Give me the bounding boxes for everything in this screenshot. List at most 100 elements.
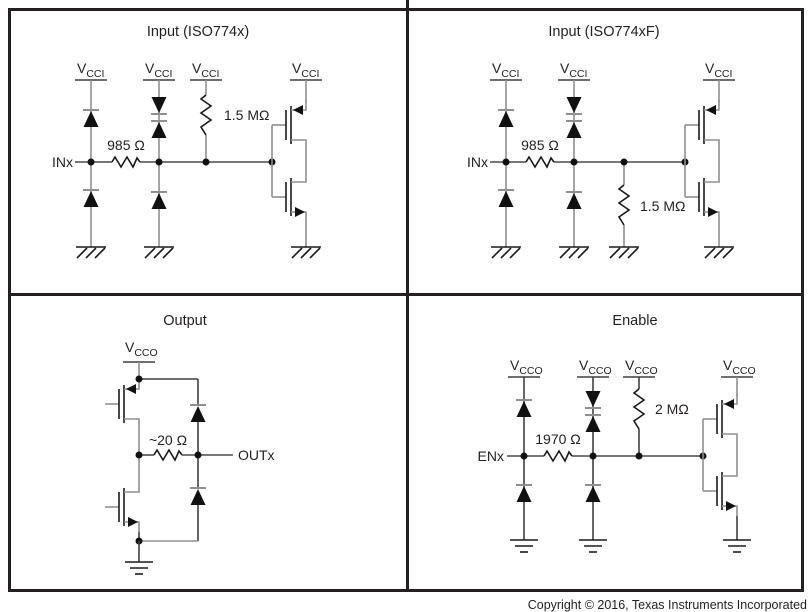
vcc-rail-label: VCCI — [77, 60, 104, 80]
pmos-transistor-icon — [702, 393, 738, 445]
vcc-v: V — [510, 357, 520, 373]
pmos-transistor-icon — [271, 99, 307, 151]
vcc-sub: CCI — [714, 68, 732, 80]
vcc-v: V — [625, 357, 635, 373]
panel-input-iso774xf: Input (ISO774xF) VCCI VCCI VCCI INx 985 … — [467, 24, 736, 259]
pullup-resistor-icon — [633, 388, 645, 430]
input-label: ENx — [478, 448, 504, 464]
esd-diode-icon — [150, 120, 168, 139]
series-resistor-icon — [543, 450, 573, 462]
output-label: OUTx — [238, 447, 275, 463]
pullup-resistor-label: 1.5 MΩ — [224, 107, 269, 123]
earth-ground-icon — [509, 539, 539, 553]
vcc-v: V — [125, 339, 135, 355]
panel-title: Input (ISO774x) — [147, 24, 249, 40]
vcc-sub: CCI — [86, 68, 104, 80]
series-resistor-icon — [111, 156, 141, 168]
vcc-v: V — [77, 60, 87, 76]
node-dot — [135, 451, 143, 459]
node-dot — [135, 375, 143, 383]
node-dot — [202, 158, 210, 166]
earth-ground-icon — [722, 539, 752, 553]
nmos-transistor-icon — [271, 171, 307, 223]
vcc-v: V — [560, 60, 570, 76]
nmos-transistor-icon — [104, 481, 140, 533]
vcc-sub: CCI — [501, 68, 519, 80]
node-dot — [520, 452, 528, 460]
esd-diode-icon — [584, 484, 602, 503]
vcc-rail-label: VCCI — [192, 60, 219, 80]
node-dot — [87, 158, 95, 166]
esd-diode-icon — [497, 109, 515, 128]
earth-ground-icon — [578, 539, 608, 553]
vcc-rail-label: VCCO — [723, 357, 756, 377]
vcc-rail-label: VCCI — [145, 60, 172, 80]
clamp-diode-icon — [189, 404, 207, 423]
series-resistor-label: 985 Ω — [521, 137, 559, 153]
pmos-transistor-icon — [104, 378, 140, 430]
vcc-rail-label: VCCI — [560, 60, 587, 80]
vcc-v: V — [705, 60, 715, 76]
chassis-ground-icon — [290, 246, 322, 259]
vcc-v: V — [579, 357, 589, 373]
pmos-transistor-icon — [684, 99, 720, 151]
vcc-v: V — [723, 357, 733, 373]
panel-title: Input (ISO774xF) — [548, 24, 659, 40]
esd-diode-icon — [82, 189, 100, 208]
panel-enable: Enable VCCO VCCO VCCO VCCO ENx 1970 Ω 2 … — [478, 313, 756, 553]
vcc-sub: CCI — [569, 68, 587, 80]
vcc-sub: CCO — [732, 365, 755, 377]
esd-diode-icon — [515, 484, 533, 503]
input-label: INx — [467, 154, 488, 170]
chassis-ground-icon — [75, 246, 107, 259]
copyright-text: Copyright © 2016, Texas Instruments Inco… — [528, 598, 807, 612]
vcc-sub: CCI — [301, 68, 319, 80]
pullup-resistor-label: 2 MΩ — [655, 401, 689, 417]
pulldown-resistor-icon — [618, 184, 630, 226]
vcc-rail-label: VCCO — [625, 357, 658, 377]
earth-ground-icon — [124, 561, 154, 575]
vcc-sub: CCO — [519, 365, 542, 377]
series-resistor-label: ~20 Ω — [149, 432, 187, 448]
vcc-v: V — [292, 60, 302, 76]
chassis-ground-icon — [143, 246, 175, 259]
node-dot — [589, 452, 597, 460]
esd-diode-icon — [150, 96, 168, 115]
series-resistor-label: 1970 Ω — [535, 431, 581, 447]
esd-diode-icon — [150, 191, 168, 210]
node-dot — [570, 158, 578, 166]
panel-input-iso774x: Input (ISO774x) VCCI VCCI VCCI VCCI INx … — [52, 24, 323, 259]
vcc-rail-label: VCCI — [292, 60, 319, 80]
input-label: INx — [52, 154, 73, 170]
vcc-sub: CCI — [154, 68, 172, 80]
vcc-rail-label: VCCI — [705, 60, 732, 80]
esd-diode-icon — [565, 96, 583, 115]
vcc-sub: CCI — [201, 68, 219, 80]
vcc-sub: CCO — [634, 365, 657, 377]
nmos-transistor-icon — [684, 171, 720, 223]
esd-diode-icon — [584, 390, 602, 409]
panel-title: Enable — [612, 313, 657, 329]
panel-output: Output VCCO ~20 Ω OUTx — [104, 313, 275, 575]
chassis-ground-icon — [490, 246, 522, 259]
series-resistor-label: 985 Ω — [107, 137, 145, 153]
vcc-v: V — [492, 60, 502, 76]
node-dot — [194, 451, 202, 459]
nmos-transistor-icon — [702, 465, 738, 517]
vcc-rail-label: VCCO — [125, 339, 158, 359]
pulldown-resistor-label: 1.5 MΩ — [640, 198, 685, 214]
esd-diode-icon — [565, 191, 583, 210]
chassis-ground-icon — [558, 246, 590, 259]
chassis-ground-icon — [703, 246, 735, 259]
esd-diode-icon — [565, 120, 583, 139]
esd-diode-icon — [82, 109, 100, 128]
node-dot — [635, 452, 643, 460]
esd-diode-icon — [515, 399, 533, 418]
clamp-diode-icon — [189, 487, 207, 506]
panel-title: Output — [163, 313, 207, 329]
vcc-v: V — [192, 60, 202, 76]
node-dot — [620, 158, 628, 166]
vcc-v: V — [145, 60, 155, 76]
vcc-sub: CCO — [588, 365, 611, 377]
